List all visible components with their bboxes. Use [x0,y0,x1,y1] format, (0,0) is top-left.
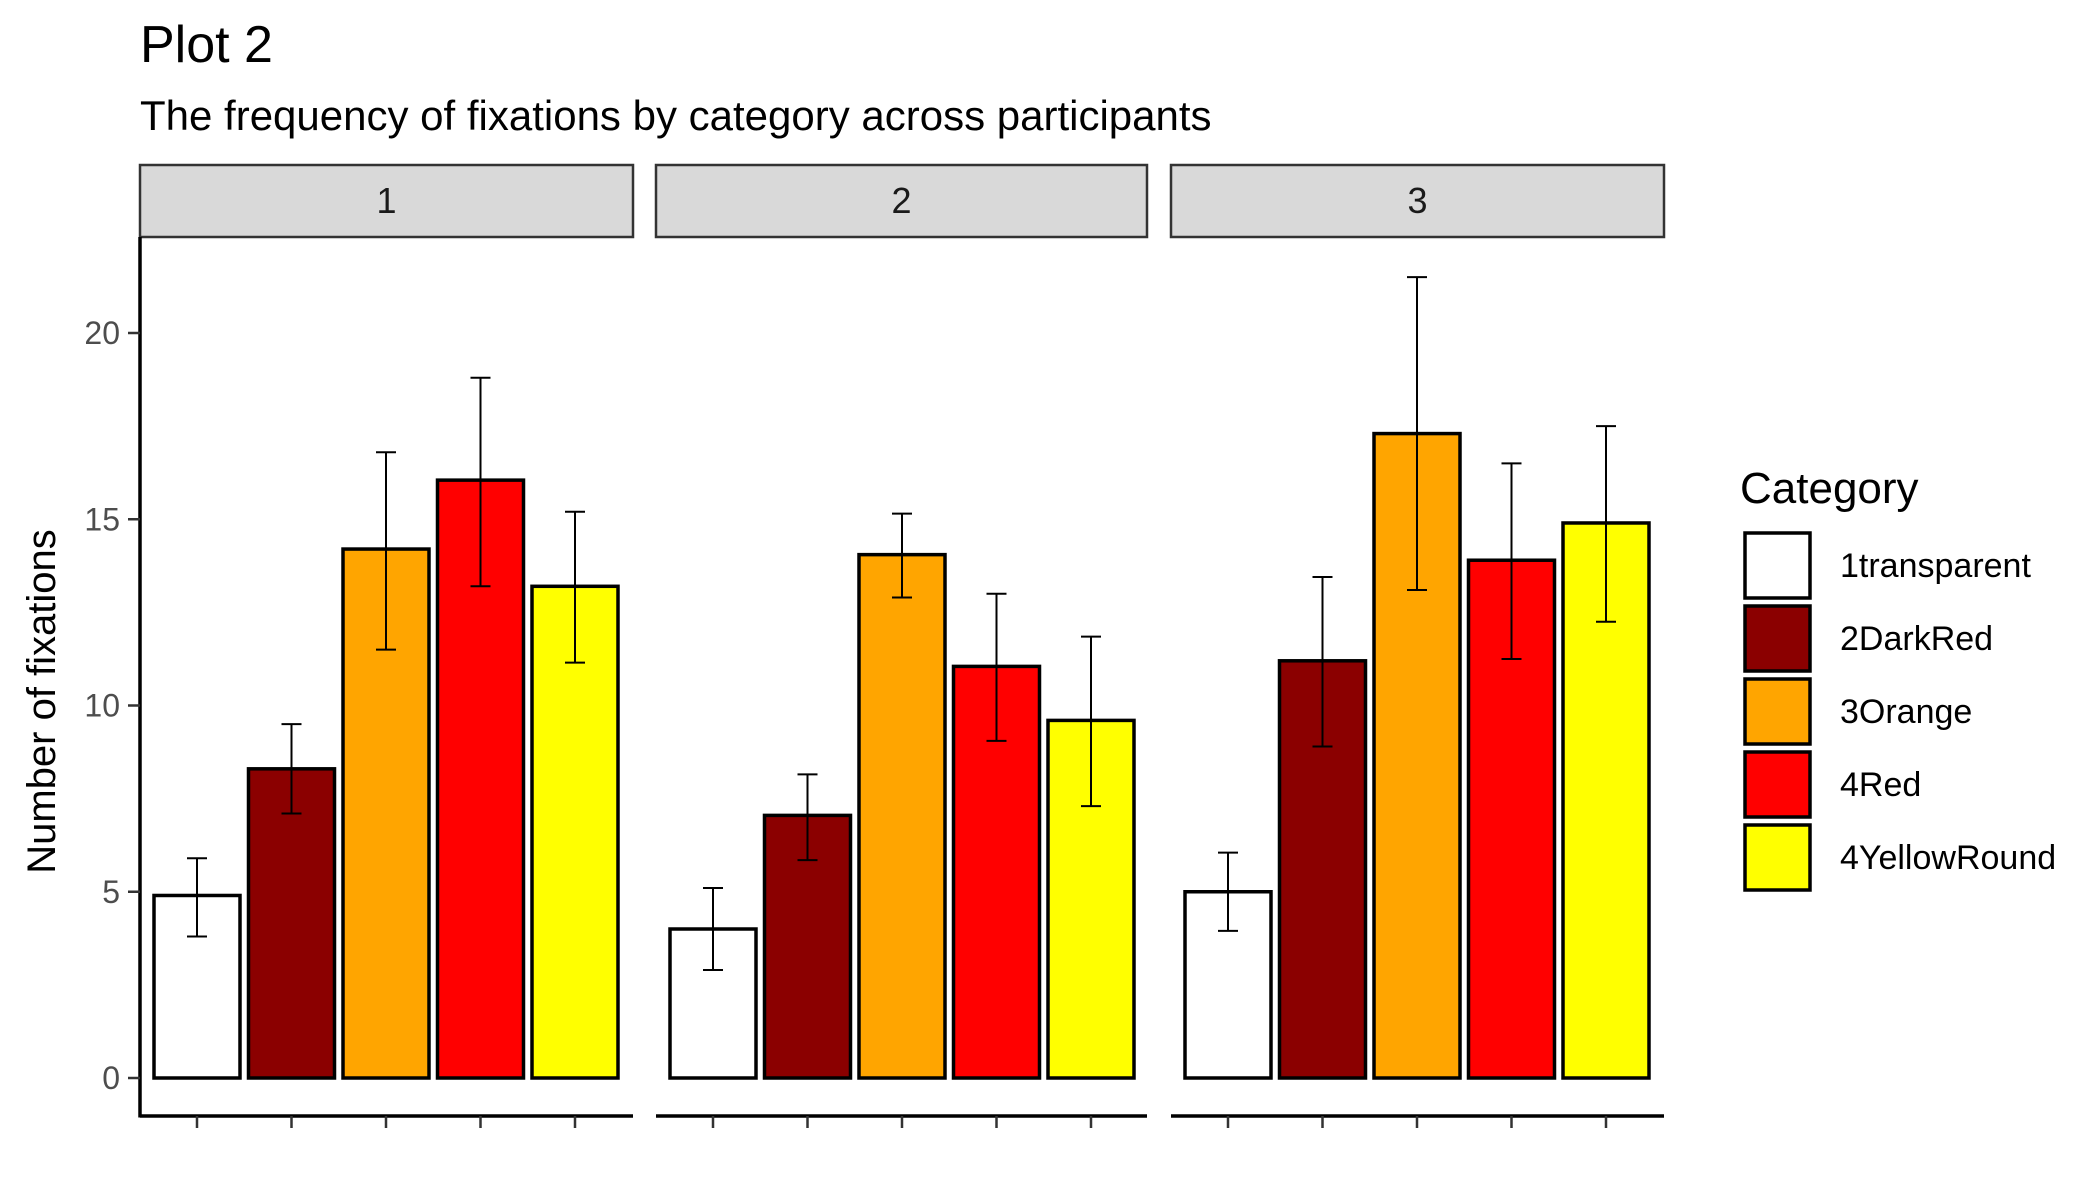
bar-4yellowround-facet-1 [530,584,620,1080]
legend-items: 1transparent 2DarkRed 3Orange 4Red 4YellowRo… [1743,531,2056,892]
y-tick-label: 20 [84,315,120,351]
facet-panel-2: 2 [654,163,1149,1128]
bar-2darkred-facet-1 [246,767,337,1080]
legend: Category 1transparent 2DarkRed 3Orange 4Red… [1740,464,2056,892]
legend-label-4red: 4Red [1840,766,1921,804]
y-axis-ticks: 0 5 10 15 20 [84,315,140,1096]
y-tick-label: 10 [84,688,120,724]
y-tick-label: 15 [84,501,120,537]
y-tick-label: 5 [102,874,120,910]
facet-strip [654,163,1149,239]
facet-strip-label: 3 [1407,180,1427,221]
legend-key-2darkred [1743,604,1812,673]
y-tick-label: 0 [102,1060,120,1096]
bar-3orange-facet-2 [857,552,947,1080]
legend-label-2darkred: 2DarkRed [1840,620,1993,658]
legend-key-4yellowround [1743,823,1812,892]
facet-strip [138,163,635,239]
facet-panels: 1 2 3 [138,163,1666,1128]
facet-panel-1: 1 [138,163,635,1128]
legend-key-1transparent [1743,531,1812,600]
facet-strip-label: 1 [376,180,396,221]
facet-panel-3: 3 [1169,163,1666,1128]
legend-label-3orange: 3Orange [1840,693,1972,731]
facet-strip-label: 2 [891,180,911,221]
y-axis-title: Number of fixations [20,529,64,874]
chart-subtitle: The frequency of fixations by category a… [140,92,1212,139]
facet-strip [1169,163,1666,239]
chart-title: Plot 2 [140,16,273,74]
legend-key-4red [1743,750,1812,819]
legend-label-4yellowround: 4YellowRound [1840,839,2056,877]
legend-label-1transparent: 1transparent [1840,547,2031,585]
legend-key-3orange [1743,677,1812,746]
legend-title: Category [1740,464,1919,513]
